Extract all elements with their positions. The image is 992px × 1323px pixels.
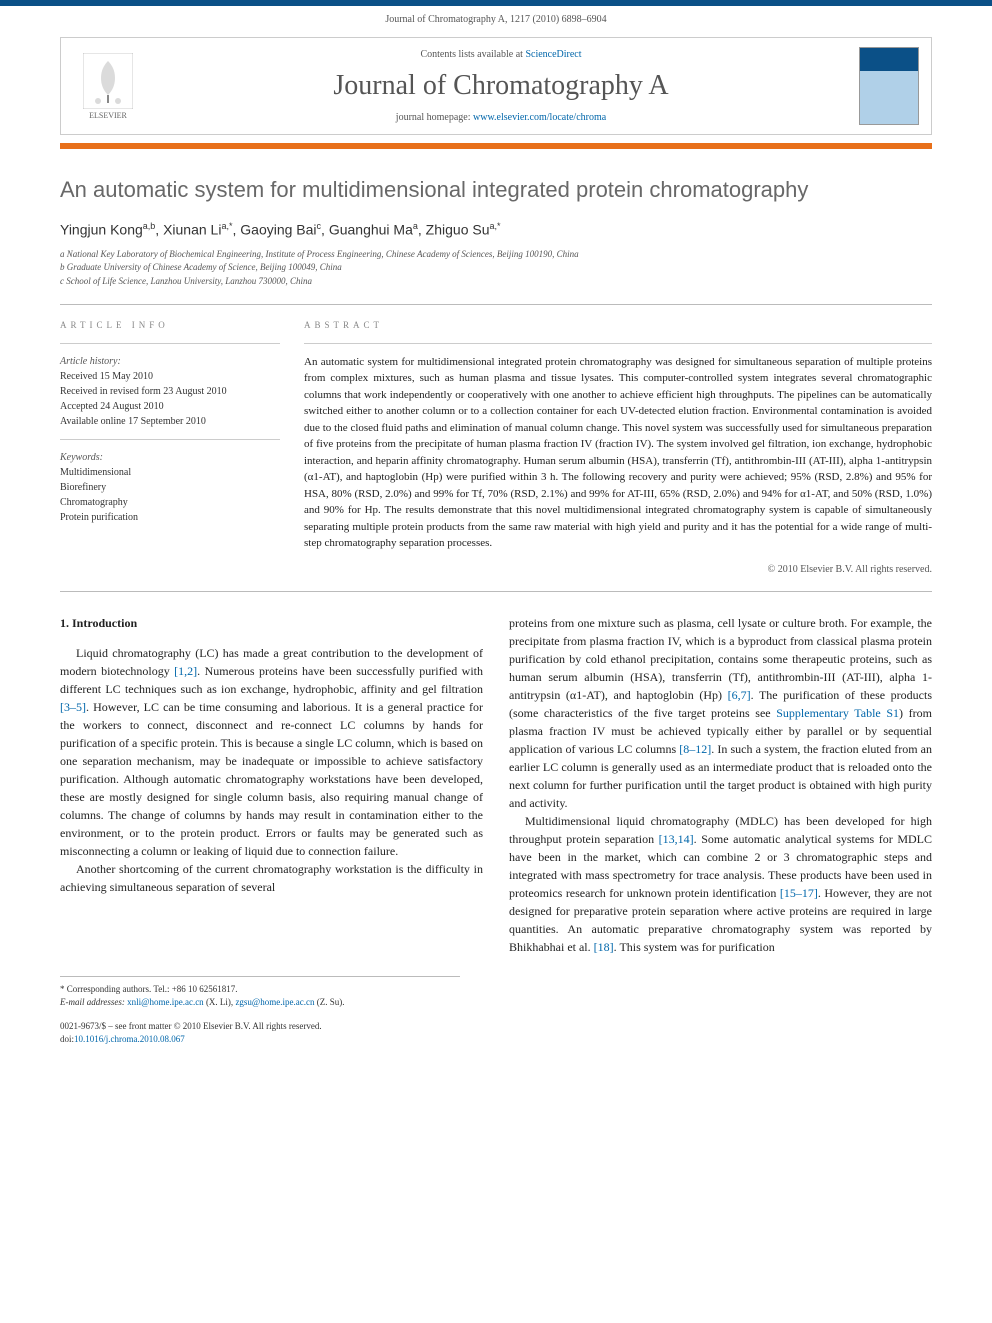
ref-link[interactable]: [3–5]	[60, 700, 86, 714]
email-label: E-mail addresses:	[60, 997, 127, 1007]
history-accepted: Accepted 24 August 2010	[60, 399, 280, 414]
text: (X. Li),	[204, 997, 236, 1007]
footer: 0021-9673/$ – see front matter © 2010 El…	[60, 1020, 932, 1047]
doi-link[interactable]: 10.1016/j.chroma.2010.08.067	[74, 1034, 185, 1044]
article-info-heading: article info	[60, 319, 280, 333]
elsevier-tree-icon	[83, 53, 133, 109]
contents-prefix: Contents lists available at	[420, 49, 525, 60]
keyword: Chromatography	[60, 495, 280, 510]
elsevier-label: ELSEVIER	[89, 111, 127, 120]
ref-link[interactable]: [1,2]	[174, 664, 197, 678]
email-link[interactable]: xnli@home.ipe.ac.cn	[127, 997, 204, 1007]
journal-cover-thumbnail	[859, 47, 919, 125]
keyword: Multidimensional	[60, 465, 280, 480]
keywords-list: Multidimensional Biorefinery Chromatogra…	[60, 465, 280, 525]
header-center: Contents lists available at ScienceDirec…	[143, 49, 859, 123]
affiliations: a National Key Laboratory of Biochemical…	[60, 248, 932, 289]
ref-link[interactable]: [18]	[594, 940, 614, 954]
divider	[60, 304, 932, 305]
intro-col2-para-2: Multidimensional liquid chromatography (…	[509, 812, 932, 956]
history-revised: Received in revised form 23 August 2010	[60, 384, 280, 399]
homepage-link[interactable]: www.elsevier.com/locate/chroma	[473, 112, 606, 123]
affiliation-b: b Graduate University of Chinese Academy…	[60, 261, 932, 275]
sciencedirect-link[interactable]: ScienceDirect	[525, 49, 581, 60]
supplementary-link[interactable]: Supplementary Table S1	[776, 706, 899, 720]
column-right: proteins from one mixture such as plasma…	[509, 614, 932, 956]
corresponding-author: * Corresponding authors. Tel.: +86 10 62…	[60, 983, 460, 997]
doi-prefix: doi:	[60, 1034, 74, 1044]
article-title: An automatic system for multidimensional…	[60, 177, 932, 203]
intro-col2-para-1: proteins from one mixture such as plasma…	[509, 614, 932, 812]
ref-link[interactable]: [8–12]	[679, 742, 711, 756]
text: . However, LC can be time consuming and …	[60, 700, 483, 858]
intro-para-2: Another shortcoming of the current chrom…	[60, 860, 483, 896]
article-info-column: article info Article history: Received 1…	[60, 319, 280, 577]
affiliation-c: c School of Life Science, Lanzhou Univer…	[60, 275, 932, 289]
email-link[interactable]: zgsu@home.ipe.ac.cn	[235, 997, 314, 1007]
homepage-line: journal homepage: www.elsevier.com/locat…	[143, 112, 859, 123]
elsevier-logo: ELSEVIER	[73, 46, 143, 126]
abstract-text: An automatic system for multidimensional…	[304, 354, 932, 552]
ref-link[interactable]: [13,14]	[659, 832, 694, 846]
keyword: Biorefinery	[60, 480, 280, 495]
keyword: Protein purification	[60, 510, 280, 525]
authors: Yingjun Konga,b, Xiunan Lia,*, Gaoying B…	[60, 221, 932, 238]
journal-reference: Journal of Chromatography A, 1217 (2010)…	[0, 6, 992, 37]
intro-para-1: Liquid chromatography (LC) has made a gr…	[60, 644, 483, 860]
history-received: Received 15 May 2010	[60, 369, 280, 384]
copyright: © 2010 Elsevier B.V. All rights reserved…	[304, 562, 932, 577]
doi-line: doi:10.1016/j.chroma.2010.08.067	[60, 1033, 932, 1047]
front-matter: 0021-9673/$ – see front matter © 2010 El…	[60, 1020, 932, 1034]
divider	[60, 591, 932, 592]
ref-link[interactable]: [6,7]	[728, 688, 751, 702]
journal-header: ELSEVIER Contents lists available at Sci…	[60, 37, 932, 135]
article-history-label: Article history:	[60, 354, 280, 369]
keywords-label: Keywords:	[60, 450, 280, 465]
orange-bar	[60, 143, 932, 149]
email-addresses: E-mail addresses: xnli@home.ipe.ac.cn (X…	[60, 996, 460, 1010]
abstract-heading: abstract	[304, 319, 932, 333]
column-left: 1. Introduction Liquid chromatography (L…	[60, 614, 483, 956]
body-columns: 1. Introduction Liquid chromatography (L…	[60, 614, 932, 956]
journal-title: Journal of Chromatography A	[143, 70, 859, 102]
contents-line: Contents lists available at ScienceDirec…	[143, 49, 859, 60]
abstract-column: abstract An automatic system for multidi…	[304, 319, 932, 577]
ref-link[interactable]: [15–17]	[780, 886, 818, 900]
footnotes: * Corresponding authors. Tel.: +86 10 62…	[60, 976, 460, 1010]
meta-block: article info Article history: Received 1…	[60, 319, 932, 577]
homepage-prefix: journal homepage:	[396, 112, 473, 123]
history-online: Available online 17 September 2010	[60, 414, 280, 429]
text: . This system was for purification	[614, 940, 775, 954]
intro-heading: 1. Introduction	[60, 614, 483, 632]
text: (Z. Su).	[314, 997, 344, 1007]
affiliation-a: a National Key Laboratory of Biochemical…	[60, 248, 932, 262]
